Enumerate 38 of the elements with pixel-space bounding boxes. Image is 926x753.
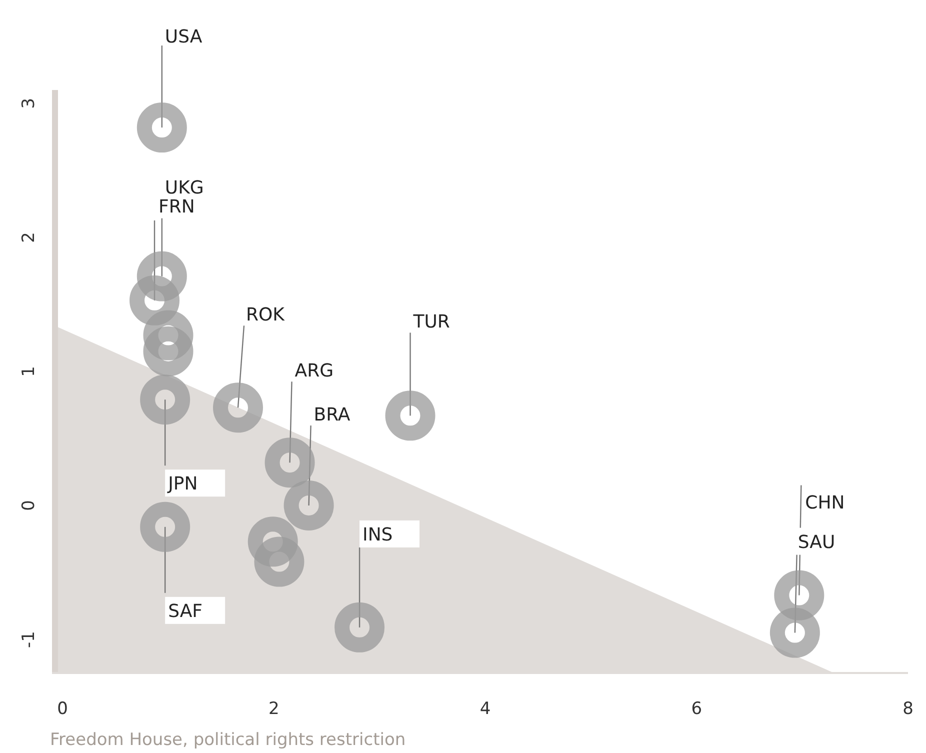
point	[284, 480, 334, 530]
point	[334, 602, 385, 652]
annotation: SAF	[168, 600, 203, 622]
point	[140, 502, 190, 552]
annotation: SAU	[798, 532, 836, 553]
y-tick-label: 2	[19, 232, 39, 243]
point	[140, 374, 190, 425]
point	[770, 608, 820, 658]
point	[143, 326, 194, 376]
annotation: USA	[164, 26, 203, 48]
x-tick-label: 6	[691, 699, 702, 719]
x-tick-label: 2	[268, 699, 280, 719]
point	[248, 516, 298, 567]
annotation: UKG	[164, 177, 204, 198]
annotation: BRA	[314, 404, 351, 426]
annotation: ARG	[294, 360, 334, 382]
annotation: CHN	[805, 492, 845, 514]
y-tick-label: -1	[19, 631, 39, 648]
point	[254, 536, 304, 587]
x-axis-title: Freedom House, political rights restriction	[50, 730, 406, 750]
annotation: FRN	[158, 196, 195, 218]
x-tick-label: 4	[480, 699, 491, 719]
point	[143, 310, 194, 360]
annotation: INS	[362, 524, 393, 546]
point	[130, 275, 180, 326]
point	[212, 382, 263, 433]
y-tick-label: 0	[19, 500, 39, 511]
x-tick-label: 0	[57, 699, 68, 719]
point	[136, 102, 187, 153]
point	[136, 251, 187, 302]
annotation: ROK	[246, 304, 286, 326]
x-tick-label: 8	[902, 699, 914, 719]
annotation: JPN	[167, 474, 198, 495]
y-tick-label: 3	[19, 98, 39, 109]
point	[385, 390, 436, 441]
point	[264, 438, 315, 488]
annotation: TUR	[412, 312, 450, 333]
y-tick-label: 1	[19, 366, 39, 377]
